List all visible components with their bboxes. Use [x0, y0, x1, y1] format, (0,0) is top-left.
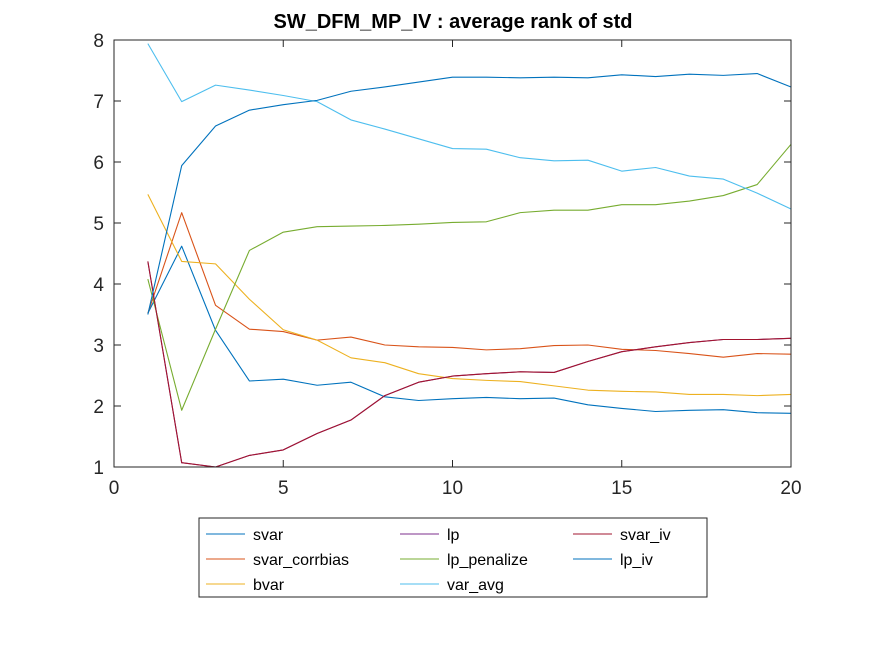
- axes-background: [114, 40, 791, 467]
- x-tick-label: 5: [278, 478, 289, 499]
- legend-label-lp: lp: [447, 527, 460, 544]
- y-tick-label: 4: [93, 275, 104, 296]
- plot-area: 0 5 10 15 20 1 2 3 4 5 6 7 8: [93, 31, 801, 499]
- legend-label-lp-iv: lp_iv: [620, 552, 653, 569]
- series-line-lp-penalize: [147, 143, 792, 411]
- y-tick-label: 8: [93, 31, 104, 52]
- y-tick-label: 5: [93, 214, 104, 235]
- y-tick-label: 6: [93, 153, 104, 174]
- legend: svar lp svar_iv svar_corrbias lp_penalize lp_…: [198, 517, 708, 598]
- series-line-svar: [147, 245, 792, 414]
- legend-label-svar-corrbias: svar_corrbias: [253, 552, 349, 569]
- series-line-lp-iv: [147, 73, 792, 315]
- series-line-svar-iv: [147, 261, 792, 468]
- y-tick-label: 7: [93, 92, 104, 113]
- x-tick-label: 20: [780, 478, 801, 499]
- chart-title: SW_DFM_MP_IV : average rank of std: [274, 11, 633, 33]
- legend-label-svar-iv: svar_iv: [620, 527, 671, 544]
- legend-box: [198, 517, 708, 598]
- series-line-bvar: [147, 194, 792, 397]
- legend-label-lp-penalize: lp_penalize: [447, 552, 528, 569]
- x-tick-label: 10: [442, 478, 463, 499]
- y-tick-label: 3: [93, 336, 104, 357]
- series-line-var-avg: [147, 43, 792, 210]
- x-tick-label: 15: [611, 478, 632, 499]
- y-tick-label: 2: [93, 397, 104, 418]
- legend-label-var-avg: var_avg: [447, 577, 504, 594]
- y-tick-label: 1: [93, 458, 104, 479]
- x-tick-label: 0: [109, 478, 120, 499]
- legend-label-svar: svar: [253, 527, 284, 544]
- legend-label-bvar: bvar: [253, 577, 285, 594]
- series-line-svar-corrbias: [147, 212, 792, 358]
